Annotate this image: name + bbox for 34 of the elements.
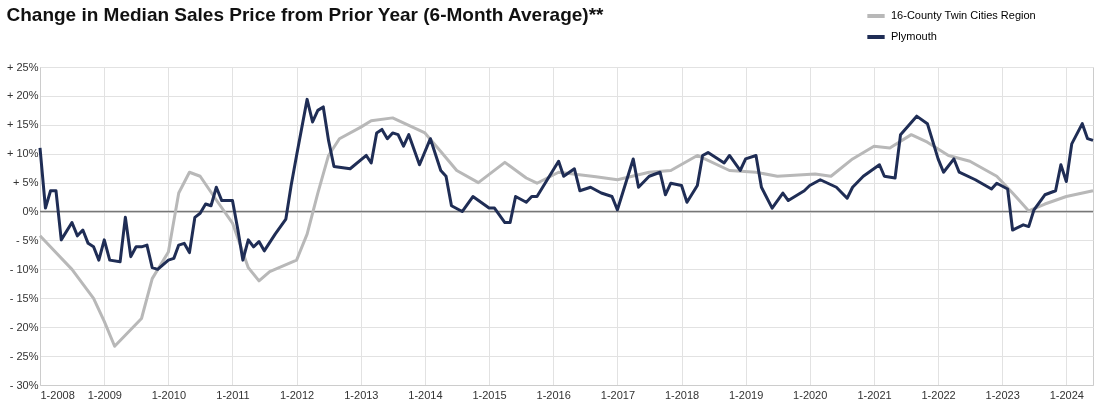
x-tick-label: 1-2013 (344, 388, 379, 401)
x-tick-label: 1-2015 (472, 388, 507, 401)
x-tick-label: 1-2021 (857, 388, 892, 401)
line-series (38, 97, 1095, 271)
x-tick-label: 1-2011 (216, 388, 250, 401)
y-tick-label: + 25% (7, 60, 39, 73)
x-tick-label: 1-2014 (408, 388, 443, 401)
y-tick-label: - 20% (9, 320, 39, 333)
x-tick-label: 1-2019 (729, 388, 764, 401)
x-tick-label: 1-2022 (921, 388, 956, 401)
legend-label: 16-County Twin Cities Region (891, 9, 1036, 21)
y-tick-label: 0% (22, 205, 39, 218)
x-tick-label: 1-2023 (985, 388, 1020, 401)
chart-title: Change in Median Sales Price from Prior Year (6-Month Average)** (6, 4, 605, 25)
x-tick-label: 1-2020 (793, 388, 828, 401)
x-tick-label: 1-2009 (87, 388, 122, 401)
x-tick-label: 1-2008 (40, 388, 75, 401)
line-series (38, 116, 1095, 348)
x-tick-label: 1-2012 (279, 388, 315, 401)
y-tick-label: - 25% (9, 349, 39, 362)
x-tick-label: 1-2018 (664, 388, 700, 401)
y-tick-label: + 10% (7, 147, 39, 160)
x-tick-label: 1-2024 (1049, 388, 1084, 401)
legend-label: Plymouth (891, 30, 937, 42)
y-tick-label: + 5% (13, 176, 39, 189)
x-tick-label: 1-2010 (151, 388, 187, 401)
y-tick-label: + 20% (7, 89, 39, 102)
y-tick-label: + 15% (7, 118, 39, 131)
x-tick-label: 1-2017 (600, 388, 636, 401)
y-tick-label: - 30% (9, 378, 39, 391)
x-tick-label: 1-2016 (536, 388, 571, 401)
y-tick-label: - 5% (15, 233, 39, 246)
y-tick-label: - 10% (9, 262, 39, 275)
y-tick-label: - 15% (9, 291, 39, 304)
